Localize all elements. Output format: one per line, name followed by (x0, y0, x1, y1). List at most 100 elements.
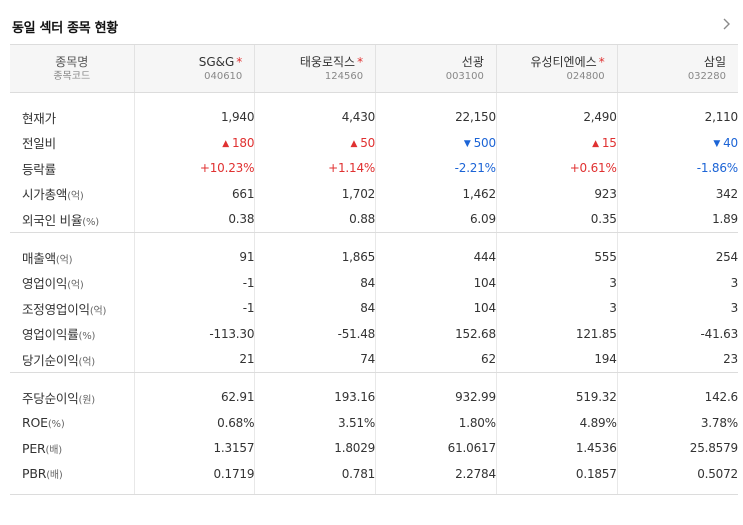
value-cell: 2,110 (616, 104, 738, 130)
value-cell: 932.99 (375, 384, 497, 410)
cell-value: 1.4536 (575, 441, 617, 456)
company-header-cell: SG&G * 040610 (133, 44, 255, 93)
spacer-cell (10, 486, 134, 495)
star-marker: * (598, 54, 605, 69)
spacer-cell (254, 92, 376, 105)
table-row: 조정영업이익(억) -1 84 104 3 3 (10, 295, 738, 321)
row-unit: (억) (67, 191, 84, 203)
table-row: 외국인 비율(%) 0.38 0.88 6.09 0.35 1.89 (10, 206, 738, 233)
value-cell: -1.86% (616, 155, 738, 181)
row-label-cell: 외국인 비율(%) (10, 207, 134, 233)
cell-value: 142.6 (704, 390, 739, 405)
table-row: 매출액(억) 91 1,865 444 555 254 (10, 244, 738, 270)
value-cell: 74 (254, 346, 376, 372)
chevron-right-icon[interactable] (721, 16, 735, 32)
row-label-cell: PER(배) (10, 436, 134, 462)
cell-value: 2,490 (583, 110, 617, 125)
company-name: 유성티엔에스 (530, 54, 597, 69)
company-header-cell: 태웅로직스 * 124560 (254, 44, 376, 93)
cell-value: 1.8029 (334, 441, 376, 456)
company-name-link[interactable]: 삼일 (618, 55, 726, 70)
cell-value: 193.16 (334, 390, 376, 405)
spacer-cell (254, 372, 376, 385)
value-cell: 0.1719 (133, 461, 255, 487)
row-label-cell: 영업이익률(%) (10, 321, 134, 347)
cell-value: -51.48 (337, 326, 376, 341)
value-cell: ▲ 50 (254, 130, 376, 156)
cell-value: 22,150 (455, 110, 496, 125)
spacer-cell (254, 372, 376, 373)
value-cell: 342 (616, 181, 738, 207)
value-cell: 152.68 (375, 321, 497, 347)
cell-value: 180 (231, 135, 255, 150)
spacer-cell (616, 92, 738, 105)
value-cell: 21 (133, 346, 255, 372)
table-row: 전일비 ▲ 180 ▲ 50 ▼ 500 ▲ 15 ▼ 40 (10, 130, 738, 156)
triangle-down-icon: ▼ (463, 138, 471, 149)
value-cell: 519.32 (495, 384, 618, 410)
value-cell: 25.8579 (616, 435, 738, 461)
cell-value: 4,430 (341, 110, 376, 125)
table-row: ROE(%) 0.68% 3.51% 1.80% 4.89% 3.78% (10, 410, 738, 436)
row-label-cell: 주당순이익(원) (10, 385, 134, 411)
cell-value: 0.1857 (575, 466, 617, 481)
spacer-cell (10, 372, 134, 373)
row-label: 전일비 (22, 136, 56, 152)
row-label: 영업이익 (22, 276, 68, 292)
value-cell: 0.88 (254, 206, 376, 232)
cell-value: 104 (473, 275, 497, 290)
row-label: 영업이익률 (22, 327, 79, 343)
company-name: 선광 (461, 54, 484, 69)
cell-value: 25.8579 (689, 441, 738, 456)
stock-name-header: 종목명 (55, 54, 89, 69)
value-cell: 1.89 (616, 206, 738, 232)
cell-value: 444 (473, 250, 497, 265)
table-row: 시가총액(억) 661 1,702 1,462 923 342 (10, 181, 738, 207)
value-cell: 3 (616, 270, 738, 296)
row-label: 등락률 (22, 161, 56, 177)
cell-value: 0.781 (341, 466, 376, 481)
company-name: SG&G (198, 54, 235, 69)
cell-value: 1,865 (341, 250, 376, 265)
row-label-cell: 현재가 (10, 105, 134, 131)
value-cell: 1,462 (375, 181, 497, 207)
value-cell: 0.5072 (616, 461, 738, 487)
row-unit: (%) (47, 419, 65, 431)
value-cell: 444 (375, 244, 497, 270)
cell-value: 23 (723, 352, 738, 367)
row-label: 현재가 (22, 110, 56, 126)
cell-value: 555 (594, 250, 617, 265)
spacer-cell (375, 486, 497, 495)
company-name: 태웅로직스 (299, 54, 356, 69)
row-label: 당기순이익 (22, 352, 79, 368)
section-spacer (10, 92, 738, 105)
cell-value: 1,940 (220, 110, 255, 125)
value-cell: 23 (616, 346, 738, 372)
company-name-link[interactable]: SG&G * (135, 55, 243, 70)
value-cell: 555 (495, 244, 618, 270)
value-cell: 2,490 (495, 104, 618, 130)
company-name-link[interactable]: 유성티엔에스 * (497, 54, 605, 70)
company-name-link[interactable]: 선광 (376, 55, 484, 70)
value-cell: 661 (133, 181, 255, 207)
value-cell: 1.8029 (254, 435, 376, 461)
cell-value: 1.89 (712, 212, 738, 227)
stock-code-header: 종목코드 (53, 70, 91, 82)
value-cell: 1.80% (375, 410, 497, 436)
value-cell: 84 (254, 295, 376, 321)
cell-value: 40 (723, 135, 738, 150)
table-row: PER(배) 1.3157 1.8029 61.0617 1.4536 25.8579 (10, 435, 738, 462)
value-cell: 3 (616, 295, 738, 321)
company-header-cell: 삼일 032280 (616, 44, 738, 93)
table-row: PBR(배) 0.1719 0.781 2.2784 0.1857 0.5072 (10, 461, 738, 487)
company-header-cell: 선광 003100 (375, 44, 497, 93)
value-cell: +10.23% (133, 155, 255, 181)
company-name-link[interactable]: 태웅로직스 * (255, 55, 363, 70)
value-cell: 4,430 (254, 104, 376, 130)
spacer-cell (10, 93, 134, 105)
spacer-cell (616, 232, 738, 233)
spacer-cell (254, 486, 376, 495)
company-name: 삼일 (703, 54, 726, 69)
row-unit: (억) (89, 305, 107, 317)
value-cell: 3 (495, 270, 618, 296)
